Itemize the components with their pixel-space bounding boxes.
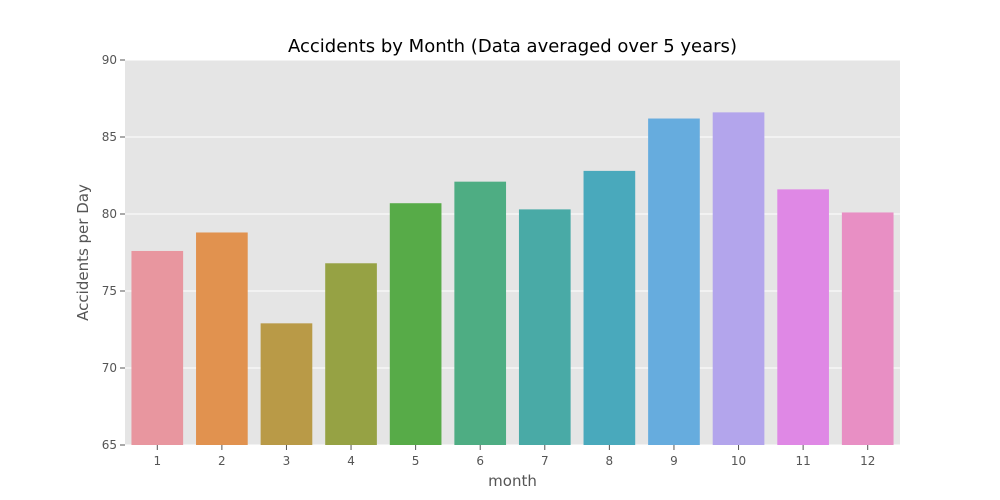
x-tick-label: 6 [476, 454, 484, 468]
bar-month-10 [712, 112, 765, 446]
y-tick-label: 75 [102, 284, 117, 298]
x-tick-label: 9 [670, 454, 678, 468]
bar-month-3 [260, 323, 313, 445]
bar-month-8 [583, 170, 636, 445]
y-tick-label: 65 [102, 438, 117, 452]
y-tick-label: 85 [102, 130, 117, 144]
y-tick-label: 90 [102, 53, 117, 67]
x-axis-label: month [488, 472, 537, 490]
bar-month-1 [131, 250, 184, 445]
x-tick-label: 12 [860, 454, 875, 468]
x-tick-label: 3 [283, 454, 291, 468]
bar-month-9 [648, 118, 700, 446]
x-tick-label: 10 [731, 454, 746, 468]
y-axis: 65 70 75 80 85 90 [102, 53, 125, 452]
bar-month-6 [454, 181, 507, 445]
x-tick-label: 11 [795, 454, 810, 468]
bars [131, 112, 894, 446]
x-tick-label: 4 [347, 454, 355, 468]
x-tick-label: 1 [153, 454, 161, 468]
x-tick-label: 8 [606, 454, 614, 468]
bar-month-5 [389, 203, 442, 445]
bar-month-11 [777, 189, 829, 445]
bar-month-12 [841, 212, 894, 445]
x-tick-label: 2 [218, 454, 226, 468]
y-tick-label: 70 [102, 361, 117, 375]
y-tick-label: 80 [102, 207, 117, 221]
x-tick-label: 7 [541, 454, 549, 468]
bar-month-7 [518, 209, 571, 445]
bar-month-2 [196, 232, 248, 445]
y-axis-label: Accidents per Day [74, 184, 92, 321]
plot-area [125, 60, 900, 445]
x-axis: 1 2 3 4 5 6 7 8 9 10 11 12 [153, 445, 875, 468]
gridlines [125, 59, 900, 446]
x-tick-label: 5 [412, 454, 420, 468]
bar-month-4 [325, 263, 377, 445]
chart-title: Accidents by Month (Data averaged over 5… [288, 36, 737, 57]
